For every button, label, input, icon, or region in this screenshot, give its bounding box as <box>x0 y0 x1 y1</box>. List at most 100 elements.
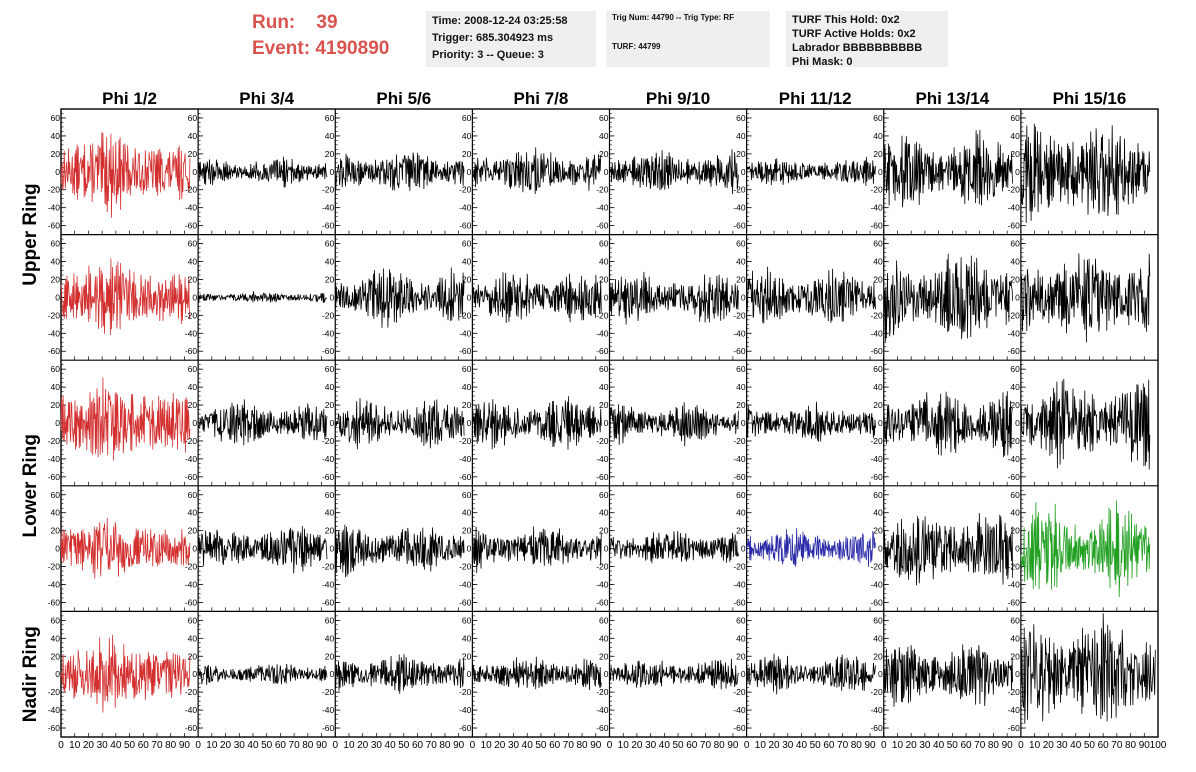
y-tick-label: 60 <box>188 113 198 123</box>
y-tick-label: 40 <box>462 508 472 518</box>
y-tick-label: -20 <box>459 687 472 697</box>
waveform-trace <box>197 399 328 446</box>
y-tick-label: 40 <box>188 508 198 518</box>
x-tick-label: 40 <box>247 740 259 751</box>
column-header: Phi 5/6 <box>376 89 431 108</box>
x-tick-label: 70 <box>974 740 986 751</box>
y-tick-label: 40 <box>462 257 472 267</box>
waveform-trace <box>334 654 465 694</box>
y-tick-label: -60 <box>596 221 609 231</box>
y-tick-label: 0 <box>878 167 883 177</box>
x-tick-label: 90 <box>316 740 328 751</box>
column-header: Phi 11/12 <box>779 89 852 108</box>
y-tick-label: 20 <box>188 526 198 536</box>
y-tick-label: -60 <box>870 597 883 607</box>
y-tick-label: 0 <box>192 669 197 679</box>
waveform-trace <box>746 266 876 324</box>
y-tick-label: 40 <box>599 633 609 643</box>
y-tick-label: 60 <box>462 113 472 123</box>
x-tick-label: 0 <box>1018 740 1024 751</box>
y-tick-label: 40 <box>325 508 335 518</box>
y-tick-label: 20 <box>51 400 61 410</box>
y-tick-label: 0 <box>604 292 609 302</box>
y-tick-label: -20 <box>596 562 609 572</box>
x-tick-label: 30 <box>782 740 794 751</box>
x-tick-label: 0 <box>744 740 750 751</box>
y-tick-label: -60 <box>48 346 61 356</box>
x-tick-label: 80 <box>714 740 726 751</box>
y-tick-label: 40 <box>325 131 335 141</box>
y-tick-label: -60 <box>48 472 61 482</box>
waveform-trace <box>746 401 876 442</box>
y-tick-label: -60 <box>459 221 472 231</box>
y-tick-label: -60 <box>185 472 198 482</box>
y-tick-label: 20 <box>325 274 335 284</box>
x-tick-label: 10 <box>343 740 355 751</box>
y-tick-label: -40 <box>870 203 883 213</box>
y-tick-label: -20 <box>1008 687 1021 697</box>
y-tick-label: 0 <box>55 669 60 679</box>
y-tick-label: 40 <box>873 508 883 518</box>
y-tick-label: -60 <box>870 221 883 231</box>
y-tick-label: -40 <box>733 454 746 464</box>
y-tick-label: -40 <box>1008 203 1021 213</box>
y-tick-label: -60 <box>733 221 746 231</box>
y-tick-label: 20 <box>599 526 609 536</box>
y-tick-label: 40 <box>873 131 883 141</box>
y-tick-label: -40 <box>459 203 472 213</box>
y-tick-label: 60 <box>1010 490 1020 500</box>
y-tick-label: 60 <box>462 490 472 500</box>
y-tick-label: -40 <box>185 328 198 338</box>
x-tick-label: 60 <box>823 740 835 751</box>
x-tick-label: 40 <box>796 740 808 751</box>
y-tick-label: 40 <box>736 257 746 267</box>
y-tick-label: -20 <box>48 310 61 320</box>
x-tick-label: 30 <box>234 740 246 751</box>
y-tick-label: -20 <box>322 185 335 195</box>
y-tick-label: -60 <box>733 723 746 733</box>
y-tick-label: 20 <box>736 526 746 536</box>
y-tick-label: 60 <box>736 113 746 123</box>
y-tick-label: -20 <box>870 310 883 320</box>
y-tick-label: 60 <box>51 490 61 500</box>
y-tick-label: 0 <box>878 292 883 302</box>
y-tick-label: -20 <box>459 562 472 572</box>
x-tick-label: 50 <box>398 740 410 751</box>
x-tick-label: 50 <box>535 740 547 751</box>
x-tick-label: 20 <box>1043 740 1055 751</box>
x-tick-label: 40 <box>522 740 534 751</box>
waveform-trace <box>472 147 602 195</box>
y-tick-label: -60 <box>1008 221 1021 231</box>
y-tick-label: -20 <box>596 687 609 697</box>
x-tick-label: 50 <box>947 740 959 751</box>
y-tick-label: 0 <box>55 292 60 302</box>
y-tick-label: -20 <box>596 436 609 446</box>
x-tick-label: 0 <box>607 740 613 751</box>
y-tick-label: -20 <box>733 562 746 572</box>
y-tick-label: 60 <box>51 615 61 625</box>
y-tick-label: -40 <box>459 705 472 715</box>
y-tick-label: -40 <box>1008 705 1021 715</box>
y-tick-label: 20 <box>188 400 198 410</box>
y-tick-label: 0 <box>467 544 472 554</box>
y-tick-label: -60 <box>733 346 746 356</box>
x-tick-label: 90 <box>179 740 191 751</box>
y-tick-label: 40 <box>736 633 746 643</box>
waveform-trace <box>197 291 328 304</box>
y-tick-label: 40 <box>1010 633 1020 643</box>
waveform-trace <box>197 525 328 574</box>
waveform-trace <box>1020 123 1151 223</box>
y-tick-label: 60 <box>736 490 746 500</box>
y-tick-label: 20 <box>1010 400 1020 410</box>
y-tick-label: -60 <box>1008 472 1021 482</box>
y-tick-label: 0 <box>604 669 609 679</box>
x-tick-label: 80 <box>302 740 314 751</box>
run-value: 39 <box>316 12 338 33</box>
y-tick-label: 60 <box>599 615 609 625</box>
x-tick-label: 100 <box>1150 740 1167 751</box>
y-tick-label: 40 <box>873 257 883 267</box>
y-tick-label: -20 <box>48 687 61 697</box>
y-tick-label: -40 <box>1008 579 1021 589</box>
x-tick-label: 90 <box>453 740 465 751</box>
y-tick-label: -60 <box>322 472 335 482</box>
